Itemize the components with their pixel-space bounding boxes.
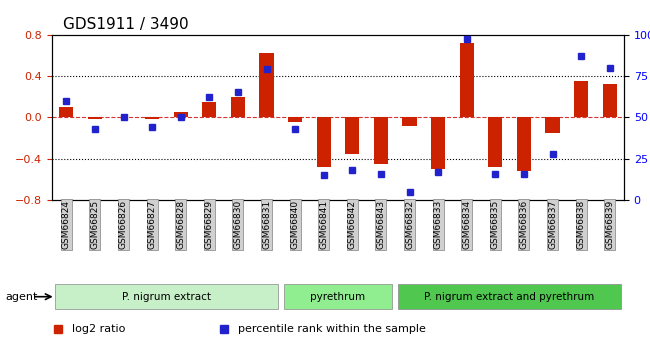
Text: GSM66826: GSM66826 xyxy=(119,200,128,249)
Bar xyxy=(603,84,617,117)
Bar xyxy=(431,117,445,169)
Text: GSM66831: GSM66831 xyxy=(262,200,271,249)
Text: GSM66836: GSM66836 xyxy=(519,200,528,249)
Text: percentile rank within the sample: percentile rank within the sample xyxy=(238,325,426,334)
Bar xyxy=(488,117,502,167)
Text: P. nigrum extract: P. nigrum extract xyxy=(122,292,211,302)
Bar xyxy=(545,117,560,133)
Text: GSM66841: GSM66841 xyxy=(319,200,328,249)
Bar xyxy=(288,117,302,122)
Text: GSM66825: GSM66825 xyxy=(90,200,99,249)
Bar xyxy=(317,117,331,167)
FancyBboxPatch shape xyxy=(283,284,393,309)
Bar xyxy=(259,53,274,117)
Text: GSM66835: GSM66835 xyxy=(491,200,500,249)
Text: GSM66840: GSM66840 xyxy=(291,200,300,249)
Bar xyxy=(345,117,359,154)
Bar xyxy=(574,81,588,117)
Text: GSM66828: GSM66828 xyxy=(176,200,185,249)
Text: log2 ratio: log2 ratio xyxy=(72,325,125,334)
Text: GSM66824: GSM66824 xyxy=(62,200,71,249)
Bar xyxy=(145,117,159,119)
Bar xyxy=(202,102,216,117)
Text: GSM66834: GSM66834 xyxy=(462,200,471,249)
Bar xyxy=(517,117,531,171)
Text: GSM66842: GSM66842 xyxy=(348,200,357,249)
Bar xyxy=(59,107,73,117)
Text: pyrethrum: pyrethrum xyxy=(311,292,365,302)
Text: GSM66833: GSM66833 xyxy=(434,200,443,249)
Bar xyxy=(460,43,474,117)
Text: GSM66829: GSM66829 xyxy=(205,200,214,249)
FancyBboxPatch shape xyxy=(398,284,621,309)
Text: GSM66837: GSM66837 xyxy=(548,200,557,249)
Bar xyxy=(374,117,388,164)
Text: GDS1911 / 3490: GDS1911 / 3490 xyxy=(64,17,189,32)
Text: GSM66827: GSM66827 xyxy=(148,200,157,249)
Bar xyxy=(88,117,102,119)
FancyBboxPatch shape xyxy=(55,284,278,309)
Text: GSM66838: GSM66838 xyxy=(577,200,586,249)
Bar xyxy=(174,112,188,117)
Text: GSM66830: GSM66830 xyxy=(233,200,242,249)
Bar xyxy=(231,97,245,117)
Text: P. nigrum extract and pyrethrum: P. nigrum extract and pyrethrum xyxy=(424,292,595,302)
Bar xyxy=(402,117,417,126)
Text: GSM66843: GSM66843 xyxy=(376,200,385,249)
Text: GSM66839: GSM66839 xyxy=(605,200,614,249)
Text: agent: agent xyxy=(6,292,38,302)
Text: GSM66832: GSM66832 xyxy=(405,200,414,249)
